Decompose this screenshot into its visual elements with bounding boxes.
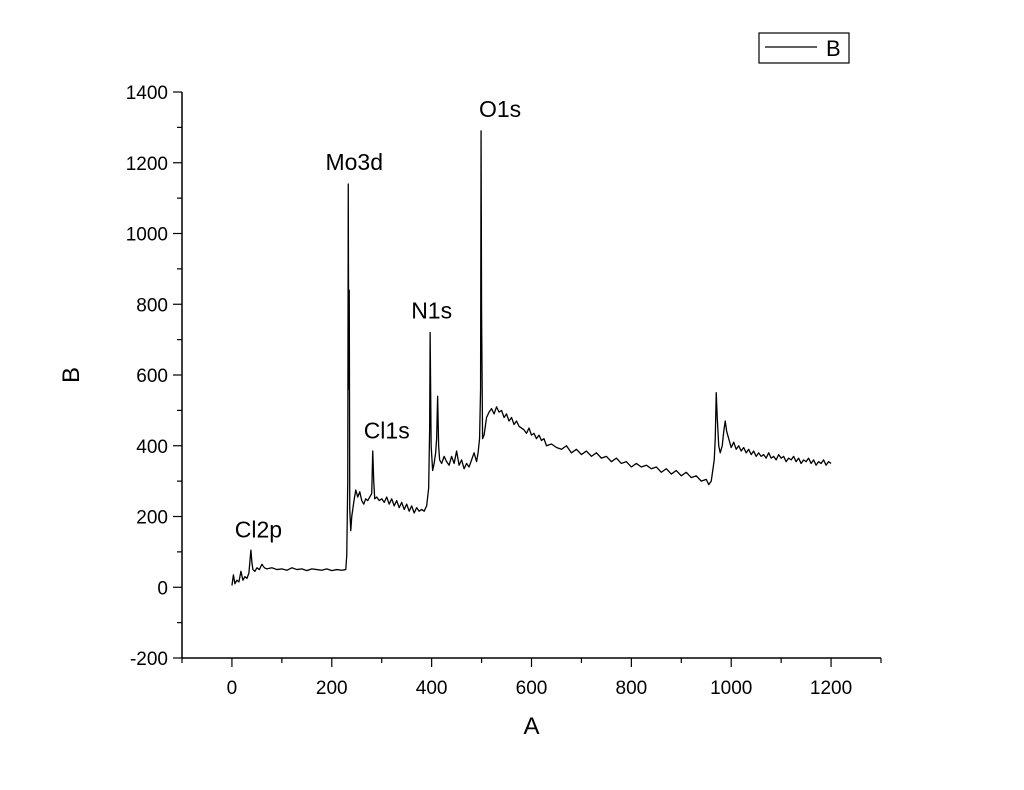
peak-label-n1s: N1s	[411, 297, 452, 323]
legend: B	[758, 32, 850, 64]
y-tick-label: -200	[130, 649, 168, 670]
plot-area	[231, 130, 832, 586]
y-tick-label: 0	[157, 578, 168, 599]
x-tick-label: 800	[616, 678, 648, 699]
x-tick-label: 0	[227, 678, 238, 699]
series-line-B	[231, 130, 832, 586]
y-tick-label: 400	[136, 437, 168, 458]
y-tick-label: 1000	[126, 225, 168, 246]
x-axis-title: A	[523, 713, 539, 740]
peak-label-cl2p: Cl2p	[235, 517, 282, 543]
x-tick-label: 200	[316, 678, 348, 699]
x-tick-label: 1200	[810, 678, 852, 699]
y-tick-label: 800	[136, 295, 168, 316]
x-tick-label: 1000	[710, 678, 752, 699]
axes: 0 200 400 600 800 1000 1200 -200 0 200 400 600 800 10…	[58, 83, 882, 740]
peak-label-mo3d: Mo3d	[325, 149, 383, 175]
y-tick-label: 600	[136, 366, 168, 387]
peak-label-cl1s: Cl1s	[364, 418, 410, 444]
y-axis-title: B	[58, 367, 85, 383]
legend-label: B	[826, 36, 841, 61]
legend-box	[758, 32, 850, 64]
y-tick-label: 200	[136, 508, 168, 529]
y-tick-label: 1400	[126, 83, 168, 104]
peak-annotations: Cl2p Mo3d Cl1s N1s O1s	[235, 96, 521, 543]
x-tick-label: 600	[516, 678, 548, 699]
peak-label-o1s: O1s	[479, 96, 521, 122]
x-tick-label: 400	[416, 678, 448, 699]
y-tick-label: 1200	[126, 154, 168, 175]
